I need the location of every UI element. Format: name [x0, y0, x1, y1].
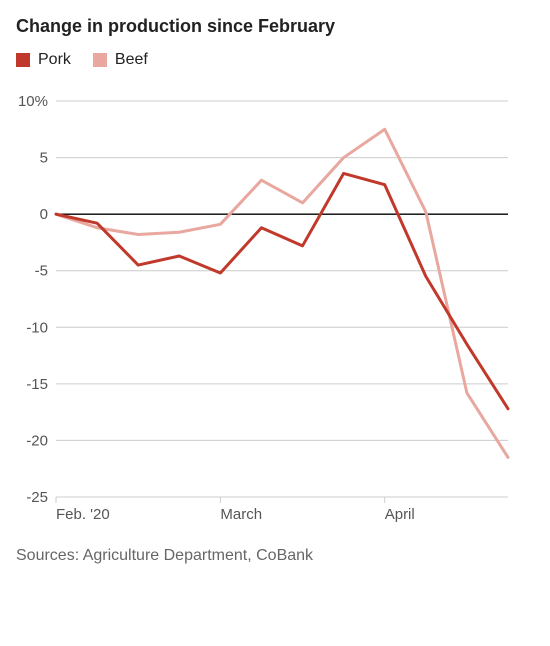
legend: Pork Beef	[16, 51, 534, 69]
legend-label-beef: Beef	[115, 51, 148, 69]
line-chart: 10% 5 0 -5 -10 -15 -20 -25 Feb. '20 March April	[16, 95, 516, 525]
y-tick-label: -20	[26, 432, 48, 449]
x-tick-label: Feb. '20	[56, 506, 110, 523]
y-tick-label: -10	[26, 319, 48, 336]
x-tick-label: April	[385, 506, 415, 523]
legend-item-beef: Beef	[93, 51, 148, 69]
y-tick-label: -25	[26, 489, 48, 506]
chart-container: Change in production since February Pork…	[0, 0, 550, 646]
y-tick-label: 5	[40, 150, 48, 167]
y-tick-label: 10%	[18, 95, 48, 110]
y-tick-label: 0	[40, 206, 48, 223]
y-tick-label: -5	[35, 263, 48, 280]
x-tick-label: March	[220, 506, 262, 523]
swatch-beef	[93, 53, 107, 67]
legend-item-pork: Pork	[16, 51, 71, 69]
plot-background	[16, 95, 516, 525]
chart-source: Sources: Agriculture Department, CoBank	[16, 547, 534, 565]
chart-title: Change in production since February	[16, 16, 534, 37]
legend-label-pork: Pork	[38, 51, 71, 69]
y-tick-label: -15	[26, 376, 48, 393]
swatch-pork	[16, 53, 30, 67]
